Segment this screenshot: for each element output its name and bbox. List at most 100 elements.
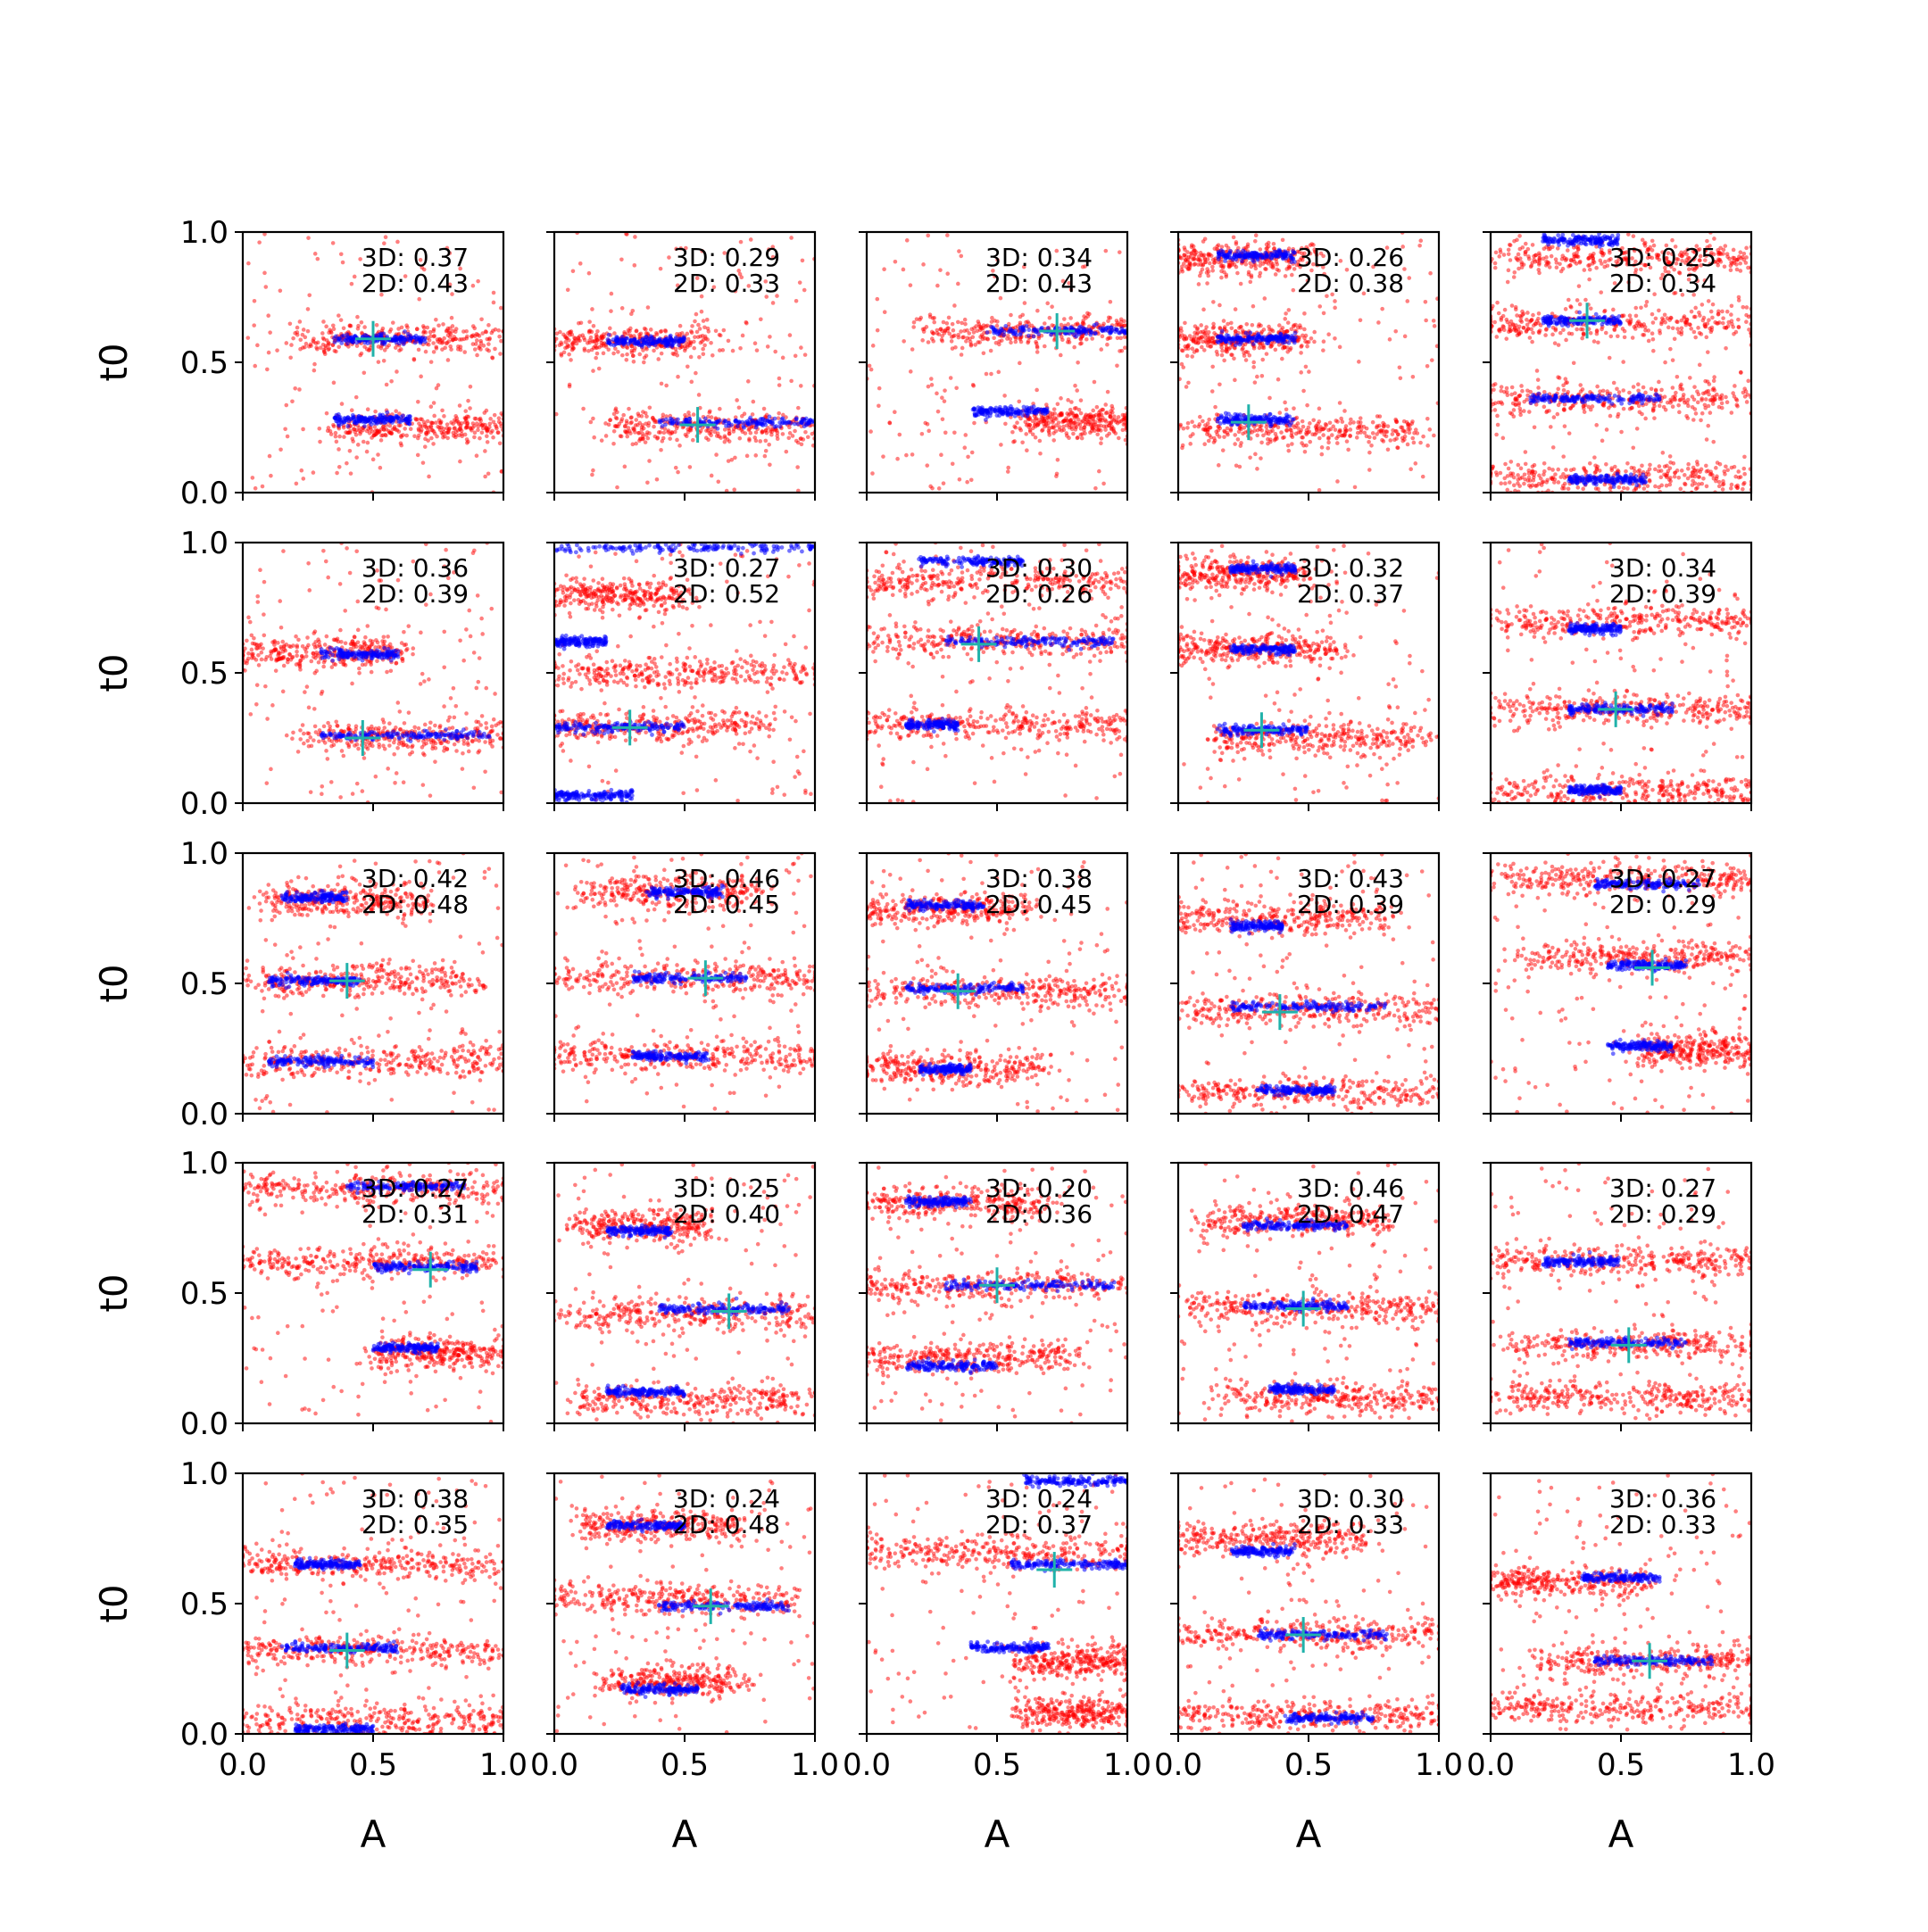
point-2d bbox=[1407, 276, 1411, 280]
point-2d bbox=[1275, 268, 1279, 272]
point-2d bbox=[301, 333, 305, 337]
point-2d bbox=[1416, 431, 1420, 435]
point-2d bbox=[321, 336, 326, 341]
point-2d bbox=[479, 317, 484, 321]
point-3d bbox=[1108, 331, 1112, 336]
point-2d bbox=[794, 353, 798, 358]
point-2d bbox=[1283, 317, 1287, 321]
point-2d bbox=[328, 346, 332, 351]
point-2d bbox=[1302, 328, 1307, 332]
point-2d bbox=[291, 336, 295, 341]
point-2d bbox=[486, 428, 490, 433]
point-2d bbox=[1107, 424, 1111, 428]
point-2d bbox=[1219, 269, 1224, 274]
point-2d bbox=[1274, 272, 1278, 277]
point-3d bbox=[1242, 255, 1246, 260]
point-2d bbox=[1317, 488, 1322, 493]
point-2d bbox=[1068, 423, 1072, 427]
point-2d bbox=[306, 236, 311, 240]
point-2d bbox=[922, 329, 927, 334]
point-2d bbox=[1191, 346, 1195, 351]
point-2d bbox=[1200, 345, 1204, 350]
point-2d bbox=[428, 338, 432, 343]
point-2d bbox=[723, 427, 727, 432]
point-2d bbox=[882, 267, 886, 271]
point-2d bbox=[1359, 318, 1363, 322]
point-3d bbox=[1017, 411, 1021, 416]
point-2d bbox=[1190, 419, 1194, 424]
point-2d bbox=[438, 337, 443, 342]
point-2d bbox=[719, 334, 723, 338]
point-3d bbox=[362, 341, 367, 345]
point-2d bbox=[1403, 335, 1408, 339]
point-2d bbox=[1432, 434, 1436, 438]
point-3d bbox=[650, 336, 654, 340]
point-2d bbox=[977, 340, 982, 344]
point-2d bbox=[634, 418, 638, 422]
point-2d bbox=[459, 348, 463, 352]
point-2d bbox=[429, 404, 434, 409]
point-2d bbox=[1220, 349, 1225, 353]
point-2d bbox=[1301, 425, 1306, 429]
point-3d bbox=[1242, 338, 1246, 343]
point-2d bbox=[1009, 341, 1013, 345]
point-2d bbox=[1199, 251, 1203, 255]
point-2d bbox=[930, 383, 935, 387]
point-2d bbox=[1060, 420, 1065, 425]
point-2d bbox=[493, 413, 497, 418]
point-2d bbox=[1217, 435, 1222, 439]
point-2d bbox=[935, 284, 940, 288]
point-2d bbox=[313, 252, 318, 256]
point-2d bbox=[349, 471, 353, 476]
point-2d bbox=[1493, 261, 1498, 266]
point-2d bbox=[966, 455, 970, 460]
point-2d bbox=[298, 338, 303, 343]
point-2d bbox=[1206, 257, 1210, 261]
point-2d bbox=[950, 335, 954, 339]
point-2d bbox=[1317, 436, 1322, 441]
point-2d bbox=[1721, 252, 1725, 256]
point-2d bbox=[453, 335, 457, 339]
point-2d bbox=[1508, 243, 1512, 247]
point-2d bbox=[1304, 431, 1309, 435]
point-2d bbox=[1299, 370, 1303, 375]
point-2d bbox=[1391, 428, 1395, 433]
point-2d bbox=[592, 324, 596, 328]
point-2d bbox=[401, 433, 405, 437]
point-2d bbox=[963, 433, 968, 437]
point-3d bbox=[1258, 253, 1262, 258]
point-2d bbox=[714, 329, 719, 334]
point-2d bbox=[442, 414, 446, 419]
point-2d bbox=[1224, 275, 1228, 279]
point-2d bbox=[345, 461, 349, 466]
point-2d bbox=[1083, 431, 1087, 435]
point-2d bbox=[1206, 274, 1210, 278]
point-2d bbox=[1062, 317, 1067, 321]
point-2d bbox=[943, 431, 948, 435]
point-2d bbox=[1576, 247, 1581, 252]
point-2d bbox=[1253, 452, 1258, 457]
point-2d bbox=[436, 383, 441, 387]
point-2d bbox=[432, 335, 436, 339]
point-2d bbox=[485, 434, 489, 438]
point-2d bbox=[1230, 327, 1234, 331]
point-2d bbox=[1250, 430, 1254, 435]
point-3d bbox=[1258, 338, 1262, 343]
point-2d bbox=[1017, 400, 1021, 404]
point-2d bbox=[416, 436, 420, 441]
point-2d bbox=[1533, 260, 1538, 264]
point-2d bbox=[377, 360, 381, 364]
point-2d bbox=[1303, 450, 1308, 454]
point-2d bbox=[1020, 313, 1025, 318]
point-2d bbox=[1288, 348, 1292, 352]
point-2d bbox=[905, 238, 910, 243]
point-2d bbox=[1330, 433, 1334, 437]
point-2d bbox=[1209, 426, 1213, 430]
point-2d bbox=[969, 344, 974, 348]
point-2d bbox=[1035, 350, 1040, 354]
point-2d bbox=[568, 383, 572, 387]
point-2d bbox=[578, 334, 582, 338]
point-3d bbox=[378, 419, 383, 423]
point-2d bbox=[876, 328, 880, 333]
point-2d bbox=[434, 318, 438, 322]
